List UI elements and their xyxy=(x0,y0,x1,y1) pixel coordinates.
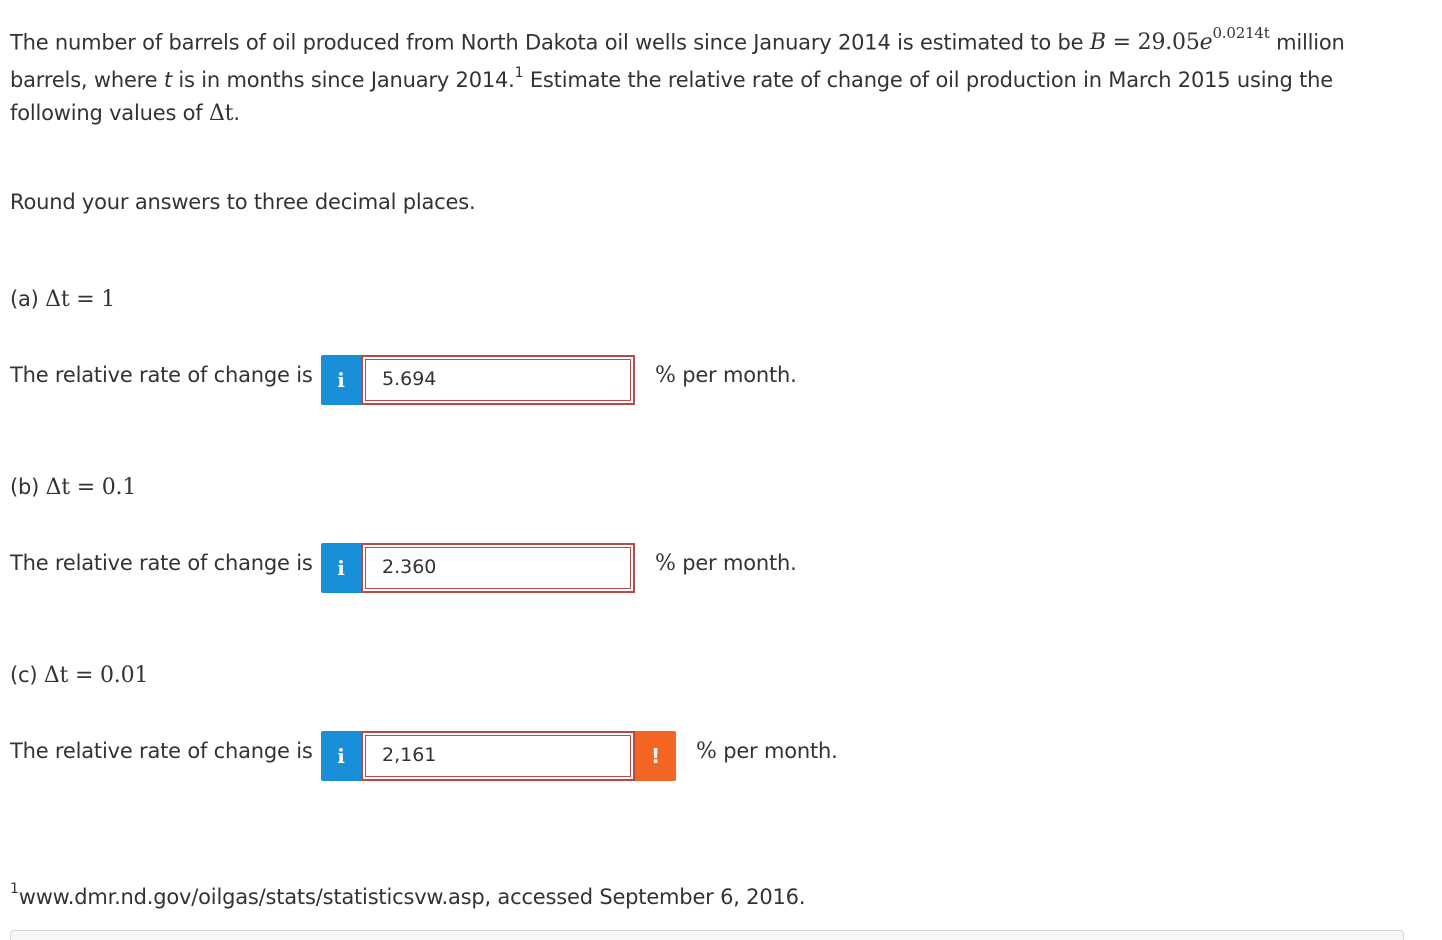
problem-statement: The number of barrels of oil produced fr… xyxy=(10,20,1410,130)
part-a-delta: Δt = 1 xyxy=(45,287,115,312)
percent-symbol: % xyxy=(655,363,676,388)
percent-symbol: % xyxy=(696,739,717,764)
part-b-delta-value: = 0.1 xyxy=(69,475,137,500)
part-c-answer-value[interactable]: 2,161 xyxy=(365,735,631,777)
problem-intro: The number of barrels of oil produced fr… xyxy=(10,30,1090,55)
percent-symbol: % xyxy=(655,551,676,576)
part-c-answer-input[interactable]: 2,161 xyxy=(361,731,635,781)
formula-base: e xyxy=(1199,30,1213,56)
warning-icon[interactable]: ! xyxy=(635,731,676,781)
part-b-prompt: The relative rate of change is xyxy=(10,551,313,575)
part-a-answer-input[interactable]: 5.694 xyxy=(361,355,635,405)
part-a-delta-value: = 1 xyxy=(69,287,116,312)
part-c-delta-symbol: Δt xyxy=(43,663,69,688)
part-a-answer-row: The relative rate of change is i 5.694 %… xyxy=(10,355,910,405)
part-c-unit-text: per month. xyxy=(716,739,838,763)
formula-equals: = 29.05 xyxy=(1105,30,1200,56)
footnote-number: 1 xyxy=(10,881,19,897)
formula-exponent: 0.0214t xyxy=(1212,24,1270,42)
part-b-label: (b) Δt = 0.1 xyxy=(10,475,136,500)
formula: B = 29.05e0.0214t xyxy=(1089,24,1270,56)
part-c-label: (c) Δt = 0.01 xyxy=(10,663,148,688)
variable-t: t xyxy=(163,68,172,93)
part-c-delta-value: = 0.01 xyxy=(68,663,149,688)
part-c-prompt: The relative rate of change is xyxy=(10,739,313,763)
part-a-label: (a) Δt = 1 xyxy=(10,287,115,312)
problem-period: . xyxy=(233,101,240,126)
part-b-delta-symbol: Δt xyxy=(45,475,71,500)
footnote-reference: 1 xyxy=(514,65,524,82)
info-icon[interactable]: i xyxy=(321,731,361,781)
part-c-answer-row: The relative rate of change is i 2,161 !… xyxy=(10,731,910,781)
problem-after-t: is in months since January 2014. xyxy=(171,68,515,93)
part-b-unit-text: per month. xyxy=(675,551,797,575)
part-b-delta: Δt = 0.1 xyxy=(46,475,137,500)
problem-question: Estimate the relative rate of change of … xyxy=(10,68,1333,126)
part-a-prompt: The relative rate of change is xyxy=(10,363,313,387)
part-a-unit: % per month. xyxy=(655,363,797,388)
part-c-unit: % per month. xyxy=(696,739,838,764)
problem-after-formula: million barrels, where xyxy=(10,30,1345,93)
formula-lhs: B xyxy=(1089,30,1106,56)
part-a-letter: (a) xyxy=(10,287,46,311)
part-c-letter: (c) xyxy=(10,663,44,687)
bottom-panel xyxy=(10,930,1404,940)
delta-t-symbol: Δt xyxy=(208,101,234,127)
rounding-instructions: Round your answers to three decimal plac… xyxy=(10,190,476,214)
info-icon[interactable]: i xyxy=(321,543,361,593)
part-b-answer-value[interactable]: 2.360 xyxy=(365,547,631,589)
part-b-answer-row: The relative rate of change is i 2.360 %… xyxy=(10,543,910,593)
footnote: 1www.dmr.nd.gov/oilgas/stats/statisticsv… xyxy=(10,881,806,909)
part-c-delta: Δt = 0.01 xyxy=(43,663,149,688)
part-b-answer-input[interactable]: 2.360 xyxy=(361,543,635,593)
part-b-unit: % per month. xyxy=(655,551,797,576)
part-a-answer-value[interactable]: 5.694 xyxy=(365,359,631,401)
part-a-unit-text: per month. xyxy=(675,363,797,387)
part-b-letter: (b) xyxy=(10,475,46,499)
footnote-text: www.dmr.nd.gov/oilgas/stats/statisticsvw… xyxy=(18,885,806,909)
info-icon[interactable]: i xyxy=(321,355,361,405)
part-a-delta-symbol: Δt xyxy=(45,287,70,312)
